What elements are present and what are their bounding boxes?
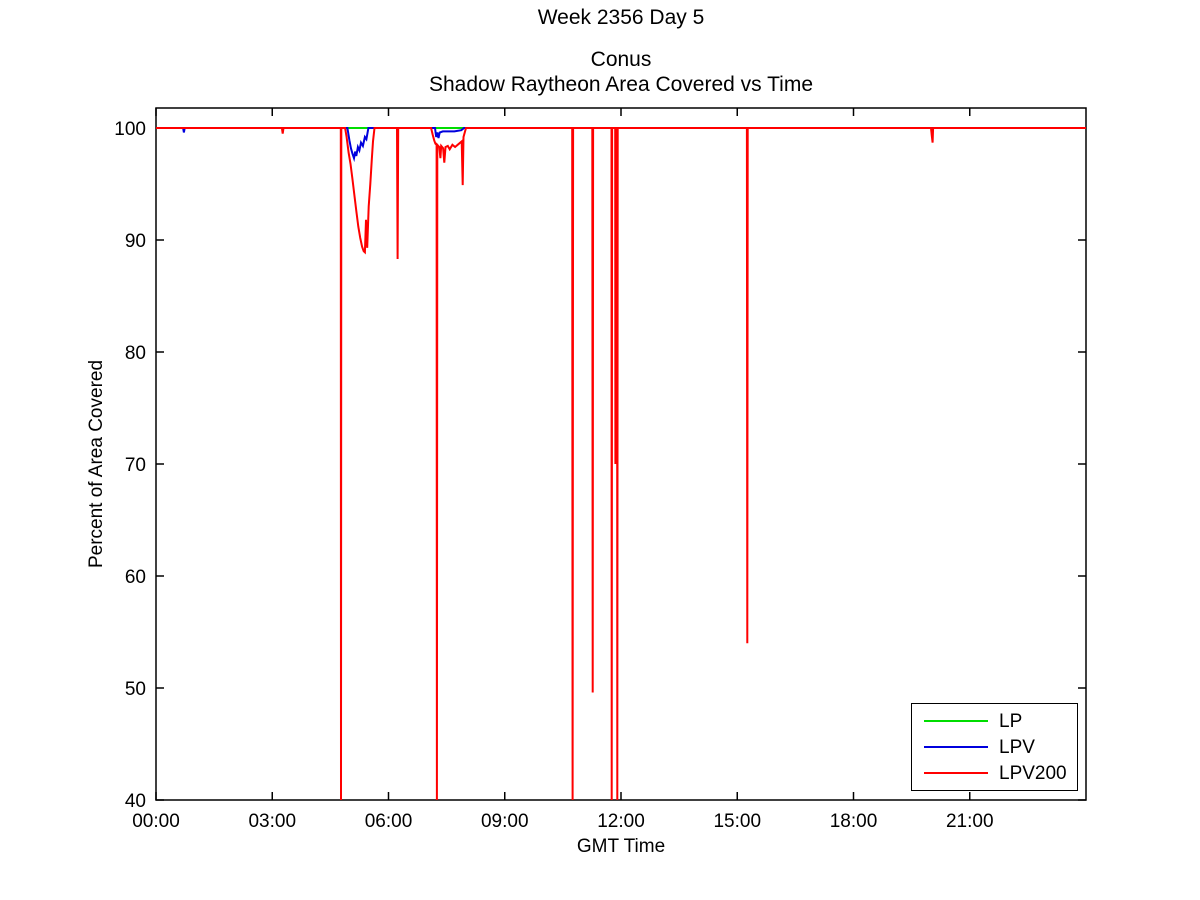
x-axis-label: GMT Time [576,836,666,857]
svg-text:100: 100 [114,119,146,140]
svg-text:80: 80 [125,343,146,364]
svg-text:90: 90 [125,231,146,252]
lpv-line-swatch [924,746,988,748]
svg-text:70: 70 [125,455,146,476]
chart-title-line1: Conus [590,48,652,71]
legend-label-lp: LP [999,710,1023,732]
y-axis-label: Percent of Area Covered [86,359,107,569]
legend-label-lpv: LPV [999,736,1035,758]
svg-text:50: 50 [125,679,146,700]
legend-item-lp: LP [912,708,1077,734]
svg-text:03:00: 03:00 [248,811,296,832]
figure-suptitle: Week 2356 Day 5 [537,6,705,29]
legend-label-lpv200: LPV200 [999,762,1067,784]
svg-text:40: 40 [125,791,146,812]
svg-text:12:00: 12:00 [597,811,645,832]
chart-title-line2: Shadow Raytheon Area Covered vs Time [428,73,814,96]
svg-text:06:00: 06:00 [365,811,413,832]
legend-item-lpv200: LPV200 [912,760,1077,786]
lp-line-swatch [924,720,988,722]
svg-text:21:00: 21:00 [946,811,994,832]
legend-item-lpv: LPV [912,734,1077,760]
svg-text:18:00: 18:00 [830,811,878,832]
svg-text:09:00: 09:00 [481,811,529,832]
legend: LP LPV LPV200 [911,703,1078,791]
lpv200-line-swatch [924,772,988,774]
svg-text:15:00: 15:00 [713,811,761,832]
svg-text:00:00: 00:00 [132,811,180,832]
svg-text:60: 60 [125,567,146,588]
